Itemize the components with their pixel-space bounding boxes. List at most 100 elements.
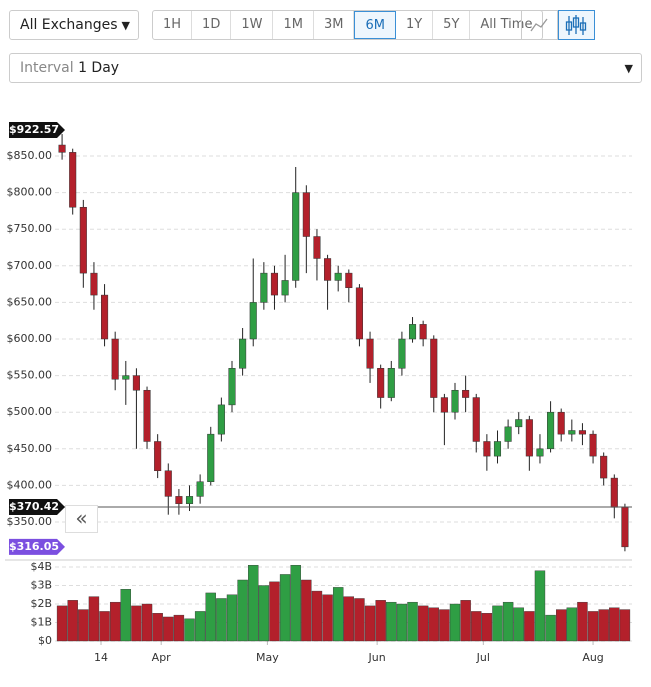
volume-bar bbox=[131, 605, 142, 642]
y2-tick-label: $3B bbox=[30, 579, 52, 592]
range-buttons: 1H 1D 1W 1M 3M 6M 1Y 5Y All Time bbox=[152, 10, 544, 40]
candle-body bbox=[536, 448, 544, 457]
volume-bar bbox=[99, 611, 110, 642]
volume-bar bbox=[492, 605, 503, 642]
range-button[interactable]: 1H bbox=[153, 11, 193, 39]
volume-bar bbox=[216, 598, 227, 642]
volume-bar bbox=[417, 605, 429, 642]
x-tick-label: Aug bbox=[582, 651, 603, 664]
candle-body bbox=[419, 324, 427, 340]
volume-bar bbox=[471, 611, 482, 642]
volume-bar bbox=[152, 613, 163, 642]
volume-bar bbox=[577, 601, 588, 642]
candle-body bbox=[334, 272, 342, 281]
candle-body bbox=[260, 272, 268, 303]
volume-bar bbox=[163, 616, 174, 642]
volume-bar bbox=[524, 611, 535, 642]
candle-body bbox=[154, 441, 162, 472]
volume-bar bbox=[194, 611, 206, 642]
candle-body bbox=[610, 477, 618, 508]
volume-bar bbox=[332, 587, 344, 642]
price-tag-label: $922.57 bbox=[9, 123, 59, 136]
volume-bar bbox=[375, 600, 386, 642]
candle-body bbox=[621, 507, 629, 548]
range-button[interactable]: 3M bbox=[314, 11, 355, 39]
volume-bar bbox=[439, 609, 450, 642]
range-button[interactable]: 6M bbox=[354, 11, 396, 39]
price-tag bbox=[9, 538, 65, 555]
y-tick-label: $500.00 bbox=[7, 405, 53, 418]
x-tick-label: Apr bbox=[152, 651, 172, 664]
volume-bar bbox=[460, 600, 471, 642]
candle-body bbox=[451, 389, 459, 413]
scroll-back-button[interactable]: « bbox=[65, 505, 98, 533]
candle-body bbox=[313, 236, 321, 259]
volume-bar bbox=[407, 601, 418, 642]
candle-body bbox=[377, 368, 385, 398]
candle-body bbox=[472, 397, 480, 442]
price-tag bbox=[9, 499, 65, 516]
range-button[interactable]: 1M bbox=[273, 11, 314, 39]
volume-bar bbox=[609, 607, 620, 642]
volume-bar bbox=[88, 596, 100, 642]
candle-body bbox=[408, 324, 417, 340]
x-tick-label: May bbox=[256, 651, 279, 664]
volume-bar bbox=[120, 589, 131, 642]
volume-bar bbox=[598, 609, 609, 642]
volume-bar bbox=[67, 600, 78, 642]
volume-bar bbox=[237, 579, 248, 642]
x-tick-label: Jul bbox=[476, 651, 490, 664]
volume-bar bbox=[428, 607, 439, 642]
volume-bar bbox=[322, 594, 333, 642]
volume-bar bbox=[386, 601, 397, 642]
range-button[interactable]: All Time bbox=[480, 17, 533, 32]
interval-select[interactable]: Interval 1 Day ▼ bbox=[9, 53, 642, 83]
candle-body bbox=[281, 280, 289, 296]
candle-body bbox=[249, 302, 257, 340]
candle-body bbox=[547, 411, 555, 450]
candle-body bbox=[69, 152, 77, 208]
interval-value: 1 Day bbox=[78, 60, 120, 76]
line-chart-toggle[interactable] bbox=[521, 10, 558, 40]
volume-bar bbox=[587, 611, 599, 642]
volume-bar bbox=[354, 598, 365, 642]
candle-body bbox=[122, 375, 130, 380]
candle-body bbox=[239, 338, 247, 369]
y2-tick-label: $1B bbox=[30, 616, 52, 629]
volume-bar bbox=[205, 592, 216, 642]
price-tag bbox=[9, 122, 65, 138]
candle-body bbox=[345, 272, 353, 289]
candle-body bbox=[79, 206, 87, 274]
candle-body bbox=[355, 287, 363, 340]
candle-body bbox=[440, 397, 448, 413]
range-button[interactable]: 1Y bbox=[396, 11, 434, 39]
volume-bar bbox=[556, 609, 567, 642]
candle-body bbox=[302, 192, 310, 237]
range-button[interactable]: 1D bbox=[192, 11, 232, 39]
candle-body bbox=[557, 411, 565, 435]
candle-body bbox=[515, 419, 523, 428]
volume-bar bbox=[290, 564, 301, 642]
candle-body bbox=[270, 272, 279, 296]
candle-body bbox=[483, 441, 491, 457]
exchange-select[interactable]: All Exchanges ▼ bbox=[9, 10, 139, 40]
candle-body bbox=[292, 192, 300, 281]
candle-chart-toggle[interactable] bbox=[558, 10, 595, 40]
exchange-label: All Exchanges bbox=[20, 17, 118, 33]
volume-bar bbox=[343, 596, 355, 642]
range-button[interactable]: 5Y bbox=[433, 11, 471, 39]
candle-body bbox=[101, 294, 109, 340]
volume-bar bbox=[311, 590, 323, 642]
volume-bar bbox=[56, 605, 68, 642]
y-tick-label: $650.00 bbox=[7, 295, 53, 308]
volume-bar bbox=[109, 601, 121, 642]
candle-body bbox=[387, 368, 395, 398]
candle-body bbox=[525, 419, 533, 457]
range-button[interactable]: 1W bbox=[231, 11, 274, 39]
candle-body bbox=[398, 338, 406, 369]
candle-body bbox=[324, 258, 332, 281]
volume-bar bbox=[258, 585, 270, 642]
candle-body bbox=[568, 430, 576, 435]
volume-bar bbox=[481, 613, 493, 642]
